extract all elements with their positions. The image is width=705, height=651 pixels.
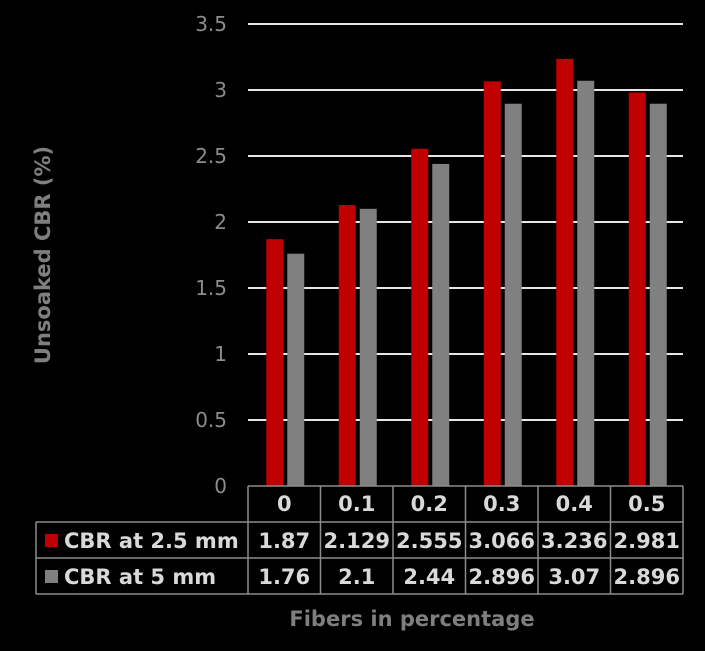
y-tick-label: 2 — [214, 210, 227, 234]
gridlines — [248, 23, 683, 421]
bar — [359, 208, 377, 487]
bar — [649, 103, 667, 486]
bar — [266, 239, 284, 486]
data-label: 3.236 — [541, 529, 607, 553]
y-tick-label: 3.5 — [195, 12, 227, 36]
bar — [338, 204, 356, 487]
data-label: 2.555 — [396, 529, 462, 553]
data-label: 2.1 — [338, 565, 375, 589]
bar — [556, 58, 574, 487]
y-axis-ticks: 0 0.5 1 1.5 2 2.5 3 3.5 — [195, 12, 227, 498]
x-axis-title: Fibers in percentage — [289, 607, 534, 631]
x-tick-label: 0.1 — [338, 492, 375, 516]
bar — [411, 148, 429, 487]
y-tick-label: 2.5 — [195, 144, 227, 168]
bar — [628, 92, 646, 487]
legend-label: CBR at 2.5 mm — [64, 529, 239, 553]
bar — [577, 80, 595, 486]
data-label: 1.76 — [258, 565, 310, 589]
data-label: 2.44 — [403, 565, 455, 589]
data-label: 3.066 — [469, 529, 535, 553]
x-tick-label: 0.2 — [411, 492, 448, 516]
data-label: 3.07 — [548, 565, 600, 589]
bar — [432, 163, 450, 487]
y-tick-label: 1 — [214, 342, 227, 366]
bar — [287, 253, 305, 486]
y-tick-label: 1.5 — [195, 276, 227, 300]
y-axis-title: Unsoaked CBR (%) — [31, 146, 55, 364]
legend-label: CBR at 5 mm — [64, 565, 216, 589]
data-label: 2.896 — [614, 565, 680, 589]
bars — [266, 58, 667, 487]
legend-swatch — [45, 570, 58, 583]
data-label: 2.129 — [324, 529, 390, 553]
y-tick-label: 0.5 — [195, 408, 227, 432]
y-tick-label: 3 — [214, 78, 227, 102]
data-label: 1.87 — [258, 529, 310, 553]
x-tick-label: 0.4 — [556, 492, 593, 516]
bar — [483, 81, 501, 487]
data-label: 2.981 — [614, 529, 680, 553]
y-tick-label: 0 — [214, 474, 227, 498]
x-tick-label: 0.5 — [628, 492, 665, 516]
legend-swatch — [45, 534, 58, 547]
x-tick-label: 0 — [277, 492, 292, 516]
bar — [504, 103, 522, 486]
data-label: 2.896 — [469, 565, 535, 589]
x-tick-label: 0.3 — [483, 492, 520, 516]
